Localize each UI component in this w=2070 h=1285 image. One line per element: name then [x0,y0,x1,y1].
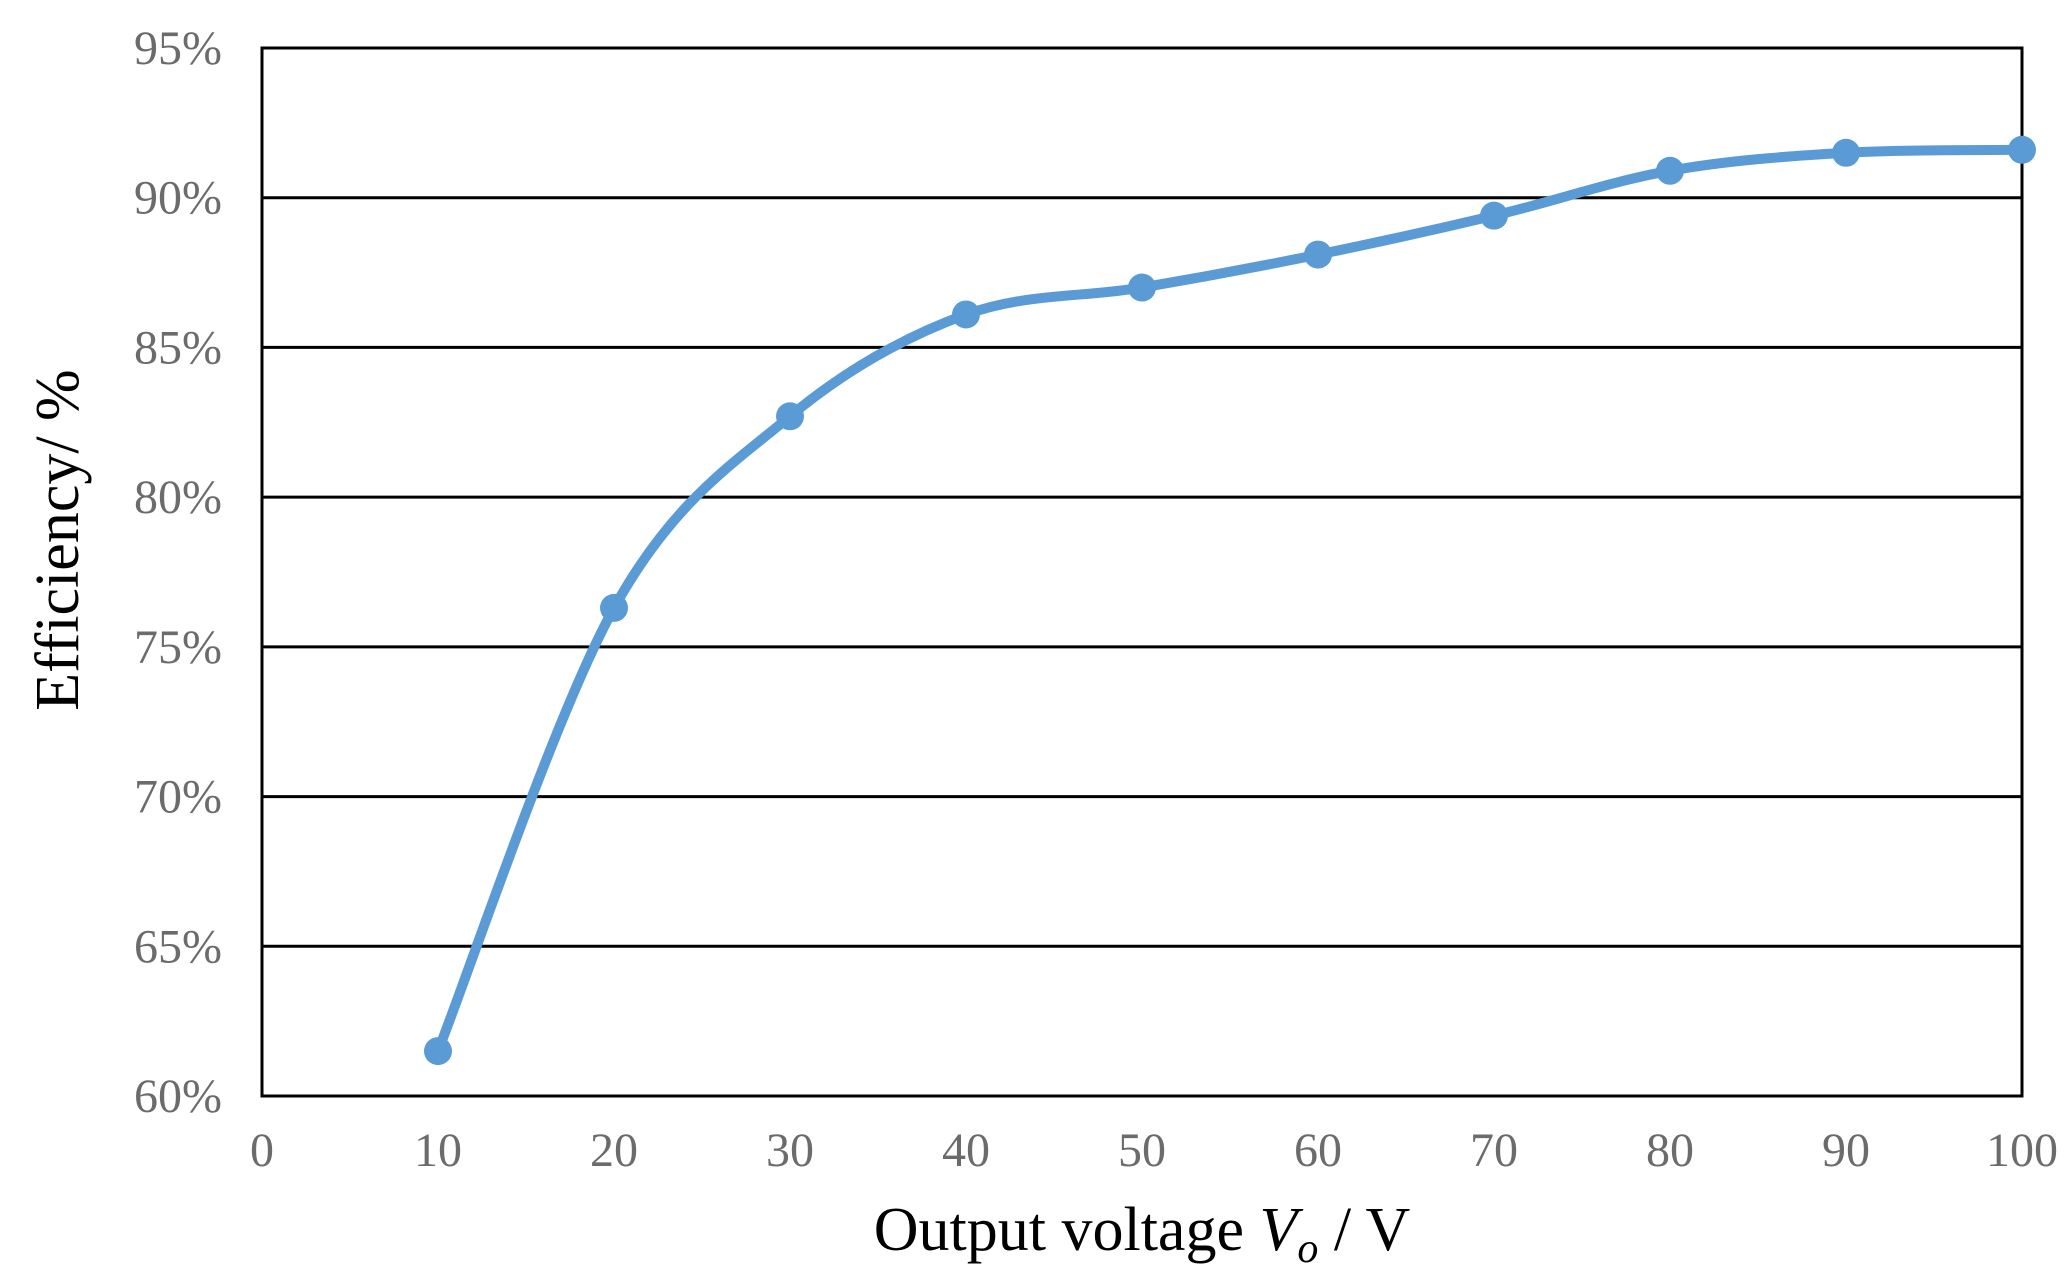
y-tick-label: 90% [134,172,222,225]
y-axis-title: Efficiency/ % [24,369,92,710]
x-tick-label: 70 [1470,1124,1518,1177]
data-point [600,593,628,622]
data-point [1656,156,1684,185]
x-axis-title-subscript: o [1297,1226,1318,1272]
y-tick-label: 80% [134,471,222,524]
series-line-0 [433,144,2027,1057]
data-point [1304,240,1332,269]
x-tick-label: 20 [590,1124,638,1177]
series-layer [424,135,2036,1066]
y-tick-label: 60% [134,1070,222,1123]
data-point [1832,138,1860,167]
grid-lines [262,196,2022,948]
y-tick-labels: 60% 65% 70% 75% 80% 85% 90% 95% [134,22,222,1123]
x-tick-labels: 0 10 20 30 40 50 60 70 80 90 100 [250,1124,2058,1177]
data-point [2008,135,2036,164]
x-tick-label: 30 [766,1124,814,1177]
x-tick-label: 90 [1822,1124,1870,1177]
x-axis-title-variable: V [1259,1196,1303,1264]
x-axis-title-prefix: Output voltage [874,1196,1260,1264]
data-point [1480,201,1508,230]
data-point [952,300,980,329]
x-axis-title-suffix: / V [1318,1196,1410,1264]
data-point [1128,273,1156,302]
x-tick-label: 100 [1986,1124,2058,1177]
x-tick-label: 80 [1646,1124,1694,1177]
x-axis-title: Output voltage Vo / V [874,1196,1411,1272]
x-tick-label: 50 [1118,1124,1166,1177]
x-tick-label: 0 [250,1124,274,1177]
y-tick-label: 70% [134,771,222,824]
x-tick-label: 40 [942,1124,990,1177]
plot-frame [260,46,2024,1098]
y-tick-label: 75% [134,621,222,674]
data-point [424,1037,452,1066]
y-tick-label: 95% [134,22,222,75]
data-point [776,402,804,431]
y-tick-label: 85% [134,321,222,374]
x-tick-label: 10 [414,1124,462,1177]
x-tick-label: 60 [1294,1124,1342,1177]
y-tick-label: 65% [134,920,222,973]
